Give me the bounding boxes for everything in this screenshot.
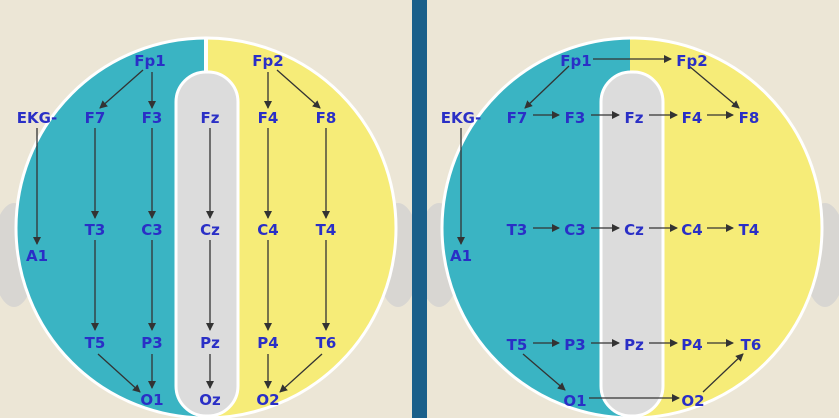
electrode-fz: Fz <box>201 109 220 127</box>
midline-region <box>174 70 240 418</box>
electrode-f3: F3 <box>142 109 163 127</box>
arrow-o2-t6 <box>702 353 744 393</box>
electrode-t6: T6 <box>741 336 762 354</box>
midline-region <box>599 70 665 418</box>
electrode-ekg: EKG- <box>441 109 481 127</box>
electrode-pz: Pz <box>200 334 220 352</box>
electrode-p4: P4 <box>681 336 702 354</box>
montage-arrows <box>457 55 744 402</box>
electrode-t5: T5 <box>85 334 106 352</box>
electrode-o1: O1 <box>140 391 163 409</box>
electrode-pz: Pz <box>624 336 644 354</box>
electrode-p3: P3 <box>564 336 585 354</box>
electrode-fz: Fz <box>625 109 644 127</box>
electrode-f4: F4 <box>682 109 703 127</box>
electrode-t3: T3 <box>507 221 528 239</box>
electrode-o2: O2 <box>256 391 279 409</box>
electrode-fp1: Fp1 <box>134 52 165 70</box>
electrode-cz: Cz <box>624 221 644 239</box>
head-outline <box>440 36 824 418</box>
transverse-montage-panel: Fp1 Fp2 EKG- F7 F3 Fz F4 F8 T3 C3 Cz C4 … <box>427 0 839 418</box>
electrode-oz: Oz <box>199 391 221 409</box>
electrode-o1: O1 <box>563 392 586 410</box>
transverse-montage-diagram: Fp1 Fp2 EKG- F7 F3 Fz F4 F8 T3 C3 Cz C4 … <box>427 36 839 418</box>
electrode-f3: F3 <box>565 109 586 127</box>
electrode-t4: T4 <box>739 221 760 239</box>
longitudinal-montage-panel: Fp1 Fp2 EKG- F7 F3 Fz F4 F8 T3 C3 Cz C4 … <box>0 0 412 418</box>
electrode-f7: F7 <box>507 109 528 127</box>
electrode-t3: T3 <box>85 221 106 239</box>
arrow-fp1-f7 <box>99 69 144 109</box>
electrode-t6: T6 <box>316 334 337 352</box>
arrow-fp1-f7 <box>524 65 570 109</box>
electrode-fp2: Fp2 <box>676 52 707 70</box>
electrode-a1: A1 <box>450 247 472 265</box>
electrode-p4: P4 <box>257 334 278 352</box>
montage-arrows <box>33 69 330 393</box>
electrode-t5: T5 <box>507 336 528 354</box>
electrode-cz: Cz <box>200 221 220 239</box>
electrode-c4: C4 <box>257 221 278 239</box>
head-outline <box>14 36 398 418</box>
electrode-fp2: Fp2 <box>252 52 283 70</box>
electrode-c4: C4 <box>681 221 702 239</box>
electrode-o2: O2 <box>681 392 704 410</box>
electrode-p3: P3 <box>141 334 162 352</box>
arrow-t5-o1 <box>97 353 141 393</box>
arrow-t5-o1 <box>522 353 566 391</box>
arrow-fp2-f8 <box>688 65 740 109</box>
electrode-c3: C3 <box>141 221 162 239</box>
electrode-fp1: Fp1 <box>560 52 591 70</box>
longitudinal-montage-diagram: Fp1 Fp2 EKG- F7 F3 Fz F4 F8 T3 C3 Cz C4 … <box>0 36 412 418</box>
electrode-f8: F8 <box>316 109 337 127</box>
electrode-f8: F8 <box>739 109 760 127</box>
electrode-ekg: EKG- <box>17 109 57 127</box>
arrow-t6-o2 <box>279 353 323 393</box>
electrode-f4: F4 <box>258 109 279 127</box>
electrode-a1: A1 <box>26 247 48 265</box>
electrode-t4: T4 <box>316 221 337 239</box>
arrow-fp2-f8 <box>276 69 321 109</box>
electrode-f7: F7 <box>85 109 106 127</box>
electrode-c3: C3 <box>564 221 585 239</box>
